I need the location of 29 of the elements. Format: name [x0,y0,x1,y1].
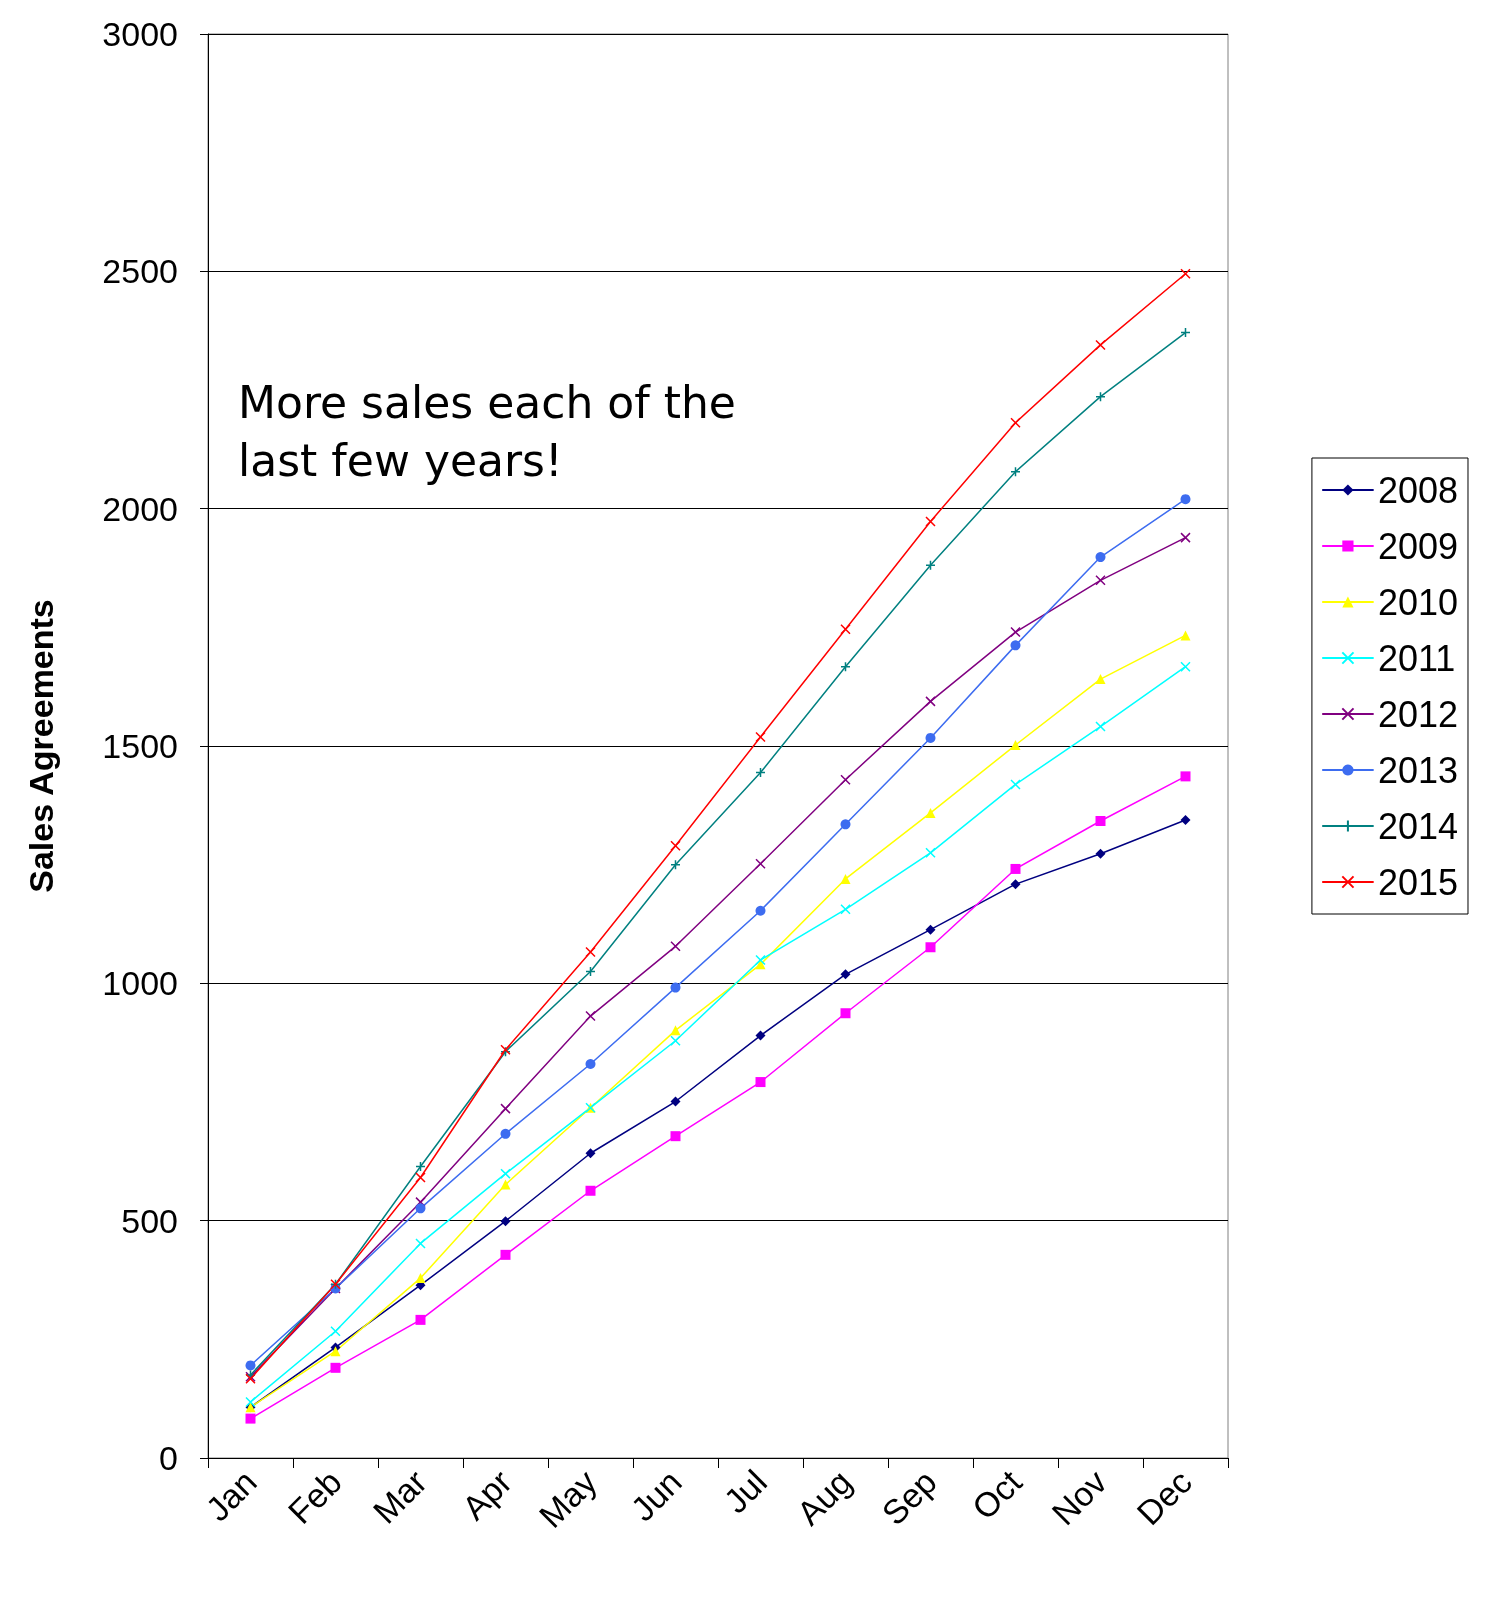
x-tick-label: Feb [280,1462,349,1531]
legend-label: 2009 [1377,525,1459,567]
legend-label: 2010 [1377,581,1459,623]
x-tick-label: Sep [874,1462,944,1533]
y-tick-label: 0 [159,1439,178,1477]
y-tick-label: 2500 [102,252,178,291]
x-tick-label: Nov [1044,1462,1114,1533]
y-tick-label: 1000 [102,964,178,1003]
legend-label: 2012 [1377,693,1459,735]
x-tick-label: Jul [716,1462,774,1521]
x-tick-label: Jun [623,1462,689,1529]
legend-label: 2013 [1377,749,1459,791]
y-tick-label: 500 [121,1201,178,1240]
legend-label: 2011 [1377,637,1456,679]
x-tick-label: Aug [789,1462,859,1533]
y-tick-label: 1500 [102,727,178,765]
x-tick-label: Dec [1129,1462,1199,1533]
y-tick-label: 2000 [102,489,178,528]
x-tick-label: Mar [365,1462,434,1531]
x-tick-label: May [531,1462,604,1535]
x-tick-label: Oct [964,1462,1030,1527]
annotation: More sales each of the last few years! [238,376,750,486]
legend-label: 2014 [1377,805,1459,847]
legend-label: 2008 [1377,469,1459,511]
y-tick-label: 3000 [102,15,178,53]
x-tick-label: Apr [454,1462,519,1527]
y-axis-title: Sales Agreements [22,599,60,893]
x-tick-label: Jan [198,1462,264,1529]
legend-label: 2015 [1377,861,1459,903]
